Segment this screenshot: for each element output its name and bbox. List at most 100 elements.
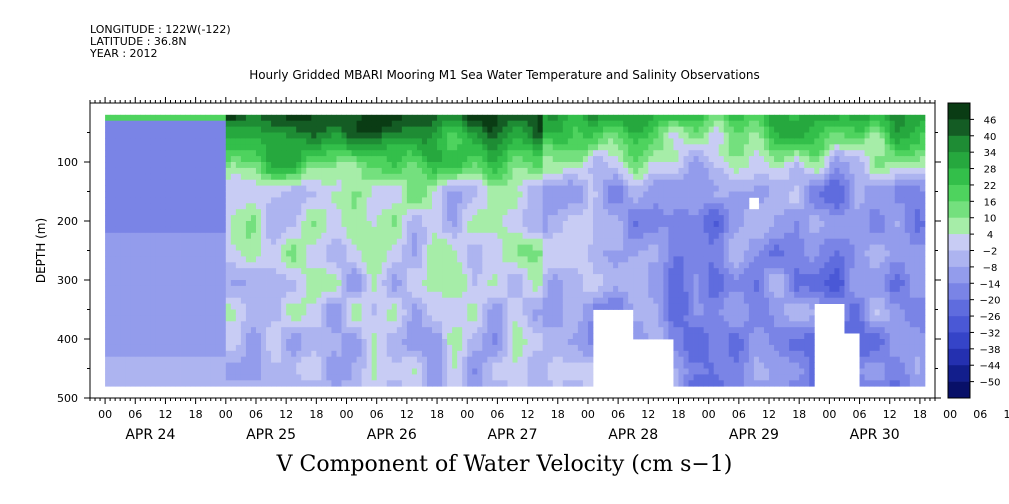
- heatmap-cell: [341, 380, 347, 387]
- heatmap-cell: [145, 374, 151, 381]
- heatmap-cell: [653, 162, 659, 169]
- heatmap-cell: [442, 309, 448, 316]
- heatmap-cell: [185, 339, 191, 346]
- heatmap-cell: [467, 315, 473, 322]
- heatmap-cell: [437, 144, 443, 151]
- heatmap-cell: [140, 179, 146, 186]
- heatmap-cell: [432, 303, 438, 310]
- heatmap-cell: [115, 173, 121, 181]
- heatmap-cell: [286, 350, 292, 358]
- heatmap-cell: [613, 280, 619, 287]
- heatmap-cell: [255, 350, 262, 358]
- heatmap-cell: [230, 238, 237, 245]
- heatmap-cell: [381, 244, 388, 251]
- heatmap-cell: [125, 173, 131, 181]
- heatmap-cell: [250, 167, 257, 175]
- heatmap-cell: [608, 280, 614, 287]
- heatmap-cell: [447, 221, 453, 228]
- heatmap-cell: [336, 150, 342, 157]
- heatmap-cell: [603, 221, 609, 228]
- heatmap-cell: [658, 215, 664, 222]
- heatmap-cell: [261, 114, 267, 122]
- heatmap-cell: [497, 114, 503, 122]
- heatmap-cell: [261, 356, 267, 363]
- heatmap-cell: [165, 274, 171, 281]
- heatmap-cell: [245, 197, 252, 204]
- heatmap-cell: [663, 244, 669, 251]
- heatmap-cell: [296, 303, 302, 310]
- heatmap-cell: [437, 226, 443, 234]
- heatmap-cell: [542, 274, 549, 281]
- heatmap-cell: [255, 268, 262, 275]
- heatmap-cell: [572, 274, 579, 281]
- heatmap-cell: [336, 321, 342, 328]
- heatmap-cell: [613, 297, 619, 304]
- heatmap-cell: [180, 156, 186, 163]
- heatmap-cell: [421, 197, 428, 204]
- heatmap-cell: [512, 309, 518, 316]
- heatmap-cell: [135, 274, 141, 281]
- heatmap-cell: [125, 138, 131, 145]
- heatmap-cell: [120, 315, 126, 322]
- heatmap-cell: [542, 362, 549, 369]
- heatmap-cell: [321, 120, 327, 127]
- heatmap-cell: [663, 297, 669, 304]
- heatmap-cell: [321, 167, 327, 175]
- heatmap-cell: [175, 238, 181, 245]
- heatmap-cell: [255, 297, 262, 304]
- heatmap-cell: [296, 191, 302, 198]
- heatmap-cell: [266, 167, 272, 175]
- heatmap-cell: [411, 144, 418, 151]
- heatmap-cell: [215, 173, 222, 181]
- heatmap-cell: [110, 368, 116, 375]
- heatmap-cell: [331, 132, 337, 139]
- heatmap-cell: [110, 173, 116, 181]
- heatmap-cell: [487, 191, 493, 198]
- heatmap-cell: [346, 203, 352, 210]
- heatmap-cell: [125, 126, 131, 133]
- heatmap-cell: [623, 197, 629, 204]
- heatmap-cell: [552, 315, 559, 322]
- heatmap-cell: [155, 350, 161, 358]
- heatmap-cell: [215, 226, 222, 234]
- heatmap-cell: [598, 173, 604, 181]
- heatmap-cell: [215, 350, 222, 358]
- heatmap-cell: [562, 226, 569, 234]
- heatmap-cell: [557, 274, 564, 281]
- heatmap-cell: [577, 203, 584, 210]
- heatmap-cell: [447, 333, 453, 340]
- heatmap-cell: [165, 114, 171, 122]
- heatmap-cell: [276, 138, 282, 145]
- heatmap-cell: [567, 344, 574, 352]
- heatmap-cell: [306, 132, 312, 139]
- heatmap-cell: [105, 344, 111, 352]
- heatmap-cell: [140, 339, 146, 346]
- heatmap-cell: [180, 327, 186, 334]
- heatmap-cell: [261, 250, 267, 257]
- heatmap-cell: [557, 339, 564, 346]
- heatmap-cell: [567, 132, 574, 139]
- heatmap-cell: [421, 179, 428, 186]
- heatmap-cell: [507, 350, 513, 358]
- heatmap-cell: [281, 238, 287, 245]
- heatmap-cell: [346, 191, 352, 198]
- heatmap-cell: [386, 274, 393, 281]
- heatmap-cell: [125, 333, 131, 340]
- heatmap-cell: [326, 144, 332, 151]
- heatmap-cell: [205, 226, 212, 234]
- heatmap-cell: [628, 132, 634, 139]
- heatmap-cell: [115, 144, 121, 151]
- heatmap-cell: [437, 126, 443, 133]
- heatmap-cell: [477, 356, 483, 363]
- heatmap-cell: [381, 197, 388, 204]
- heatmap-cell: [180, 291, 186, 299]
- heatmap-cell: [457, 268, 463, 275]
- heatmap-cell: [311, 309, 317, 316]
- heatmap-cell: [200, 285, 207, 293]
- heatmap-cell: [341, 150, 347, 157]
- heatmap-cell: [623, 126, 629, 133]
- heatmap-cell: [582, 215, 589, 222]
- heatmap-cell: [190, 362, 197, 369]
- heatmap-cell: [150, 173, 156, 181]
- heatmap-cell: [643, 173, 649, 181]
